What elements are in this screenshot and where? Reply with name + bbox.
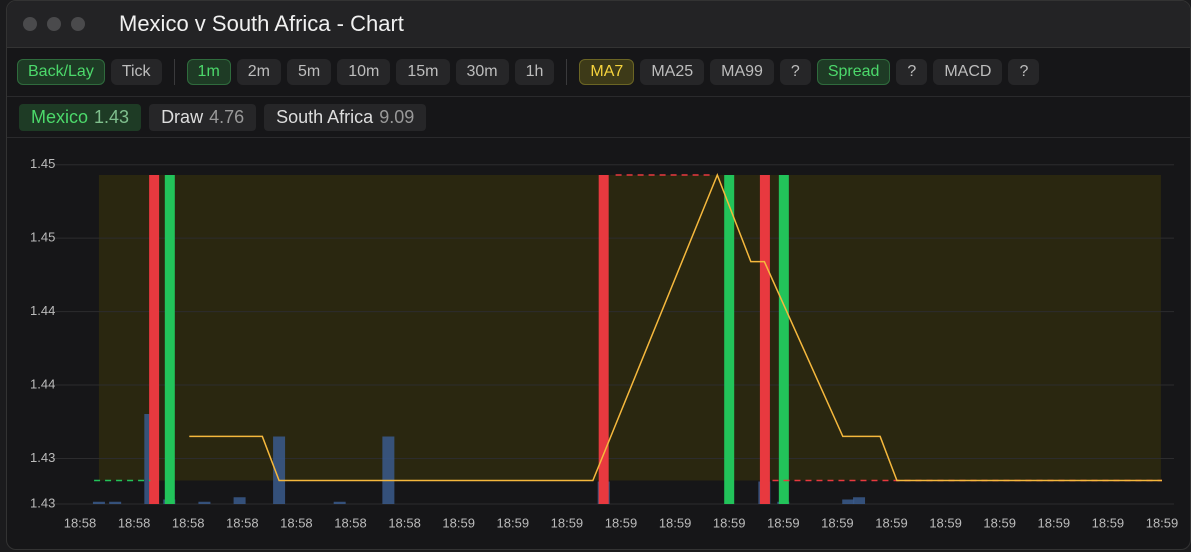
runner-name: Draw bbox=[161, 106, 204, 127]
x-tick-label: 18:59 bbox=[983, 515, 1016, 530]
window-button[interactable] bbox=[47, 17, 61, 31]
volume-bar bbox=[198, 501, 211, 504]
toolbar-button[interactable]: 30m bbox=[455, 59, 509, 85]
volume-bar bbox=[92, 501, 105, 504]
button-group: Back/Lay Tick bbox=[17, 59, 175, 85]
runner-tab[interactable]: South Africa 9.09 bbox=[264, 103, 427, 131]
x-tick-label: 18:58 bbox=[280, 515, 313, 530]
price-line bbox=[189, 172, 1162, 482]
toolbar-button[interactable]: 15m bbox=[396, 59, 450, 85]
trade-marker bbox=[724, 175, 735, 504]
toolbar-button[interactable]: 5m bbox=[287, 59, 332, 85]
runner-price: 1.43 bbox=[94, 106, 130, 127]
x-tick-label: 18:58 bbox=[334, 515, 367, 530]
trade-marker bbox=[759, 175, 770, 504]
trade-marker bbox=[164, 175, 175, 504]
runner-tab[interactable]: Draw 4.76 bbox=[149, 103, 257, 131]
toolbar-button[interactable]: MACD bbox=[933, 59, 1003, 85]
runner-price: 4.76 bbox=[209, 106, 245, 127]
window-button[interactable] bbox=[71, 17, 85, 31]
toolbar-button[interactable]: MA25 bbox=[640, 59, 705, 85]
x-tick-label: 18:59 bbox=[821, 515, 854, 530]
x-tick-label: 18:59 bbox=[1146, 515, 1179, 530]
range-band bbox=[98, 174, 1161, 481]
window-button[interactable] bbox=[23, 17, 37, 31]
volume-bar bbox=[842, 499, 855, 504]
x-tick-label: 18:59 bbox=[659, 515, 692, 530]
volume-bar bbox=[853, 497, 866, 504]
y-tick-label: 1.43 bbox=[30, 450, 55, 465]
volume-bar bbox=[233, 497, 246, 504]
x-tick-label: 18:58 bbox=[64, 515, 97, 530]
x-tick-label: 18:59 bbox=[442, 515, 475, 530]
toolbar-button[interactable]: MA99 bbox=[710, 59, 774, 85]
button-group: 1m 2m 5m 10m 15m 30m 1h bbox=[186, 59, 568, 85]
toolbar-button[interactable]: MA7 bbox=[579, 59, 635, 85]
toolbar-button[interactable]: 10m bbox=[337, 59, 391, 85]
x-tick-label: 18:58 bbox=[172, 515, 205, 530]
y-tick-label: 1.44 bbox=[30, 376, 55, 391]
toolbar: Back/Lay Tick 1m 2m 5m 10m 15m 30m 1h MA7 MA25 MA99… bbox=[7, 48, 1190, 97]
runner-price: 9.09 bbox=[379, 106, 415, 127]
volume-bar bbox=[273, 436, 286, 504]
x-tick-label: 18:59 bbox=[929, 515, 962, 530]
runner-tabs: Mexico 1.43 Draw 4.76 South Africa 9.09 bbox=[7, 97, 1190, 138]
runner-name: South Africa bbox=[276, 106, 374, 127]
x-tick-label: 18:59 bbox=[1092, 515, 1125, 530]
volume-bar bbox=[333, 501, 346, 504]
x-tick-label: 18:58 bbox=[226, 515, 259, 530]
window-title: Mexico v South Africa - Chart bbox=[119, 11, 404, 36]
y-tick-label: 1.44 bbox=[30, 303, 55, 318]
toolbar-button[interactable]: 1h bbox=[514, 59, 555, 85]
y-tick-label: 1.43 bbox=[30, 495, 55, 510]
volume-bar bbox=[109, 501, 122, 504]
x-tick-label: 18:58 bbox=[118, 515, 151, 530]
x-tick-label: 18:59 bbox=[767, 515, 800, 530]
x-tick-label: 18:59 bbox=[713, 515, 746, 530]
y-tick-label: 1.45 bbox=[30, 230, 55, 245]
toolbar-button[interactable]: 1m bbox=[186, 59, 231, 85]
volume-bar bbox=[382, 436, 395, 504]
button-group: MA7 MA25 MA99? Spread? MACD? bbox=[579, 59, 1051, 85]
toolbar-button[interactable]: Back/Lay bbox=[17, 59, 105, 85]
trade-marker bbox=[149, 175, 160, 504]
toolbar-button[interactable]: Spread bbox=[816, 59, 891, 85]
trade-marker bbox=[778, 175, 789, 504]
runner-name: Mexico bbox=[31, 106, 89, 127]
toolbar-button[interactable]: 2m bbox=[236, 59, 282, 85]
chart: 1.43 1.43 1.44 1.44 1.45 1.45 18:58 18:58 18:58 1… bbox=[30, 156, 1179, 530]
x-tick-label: 18:59 bbox=[1038, 515, 1071, 530]
toolbar-button[interactable]: ? bbox=[896, 59, 928, 85]
runner-tab[interactable]: Mexico 1.43 bbox=[19, 103, 142, 131]
y-tick-label: 1.45 bbox=[30, 156, 55, 171]
x-tick-label: 18:59 bbox=[497, 515, 530, 530]
x-tick-label: 18:58 bbox=[388, 515, 421, 530]
toolbar-button[interactable]: ? bbox=[1008, 59, 1040, 85]
x-tick-label: 18:59 bbox=[551, 515, 584, 530]
toolbar-button[interactable]: ? bbox=[779, 59, 811, 85]
toolbar-button[interactable]: Tick bbox=[110, 59, 162, 85]
title-bar: Mexico v South Africa - Chart bbox=[7, 1, 1190, 48]
x-tick-label: 18:59 bbox=[605, 515, 638, 530]
x-tick-label: 18:59 bbox=[875, 515, 908, 530]
trade-marker bbox=[598, 175, 609, 504]
